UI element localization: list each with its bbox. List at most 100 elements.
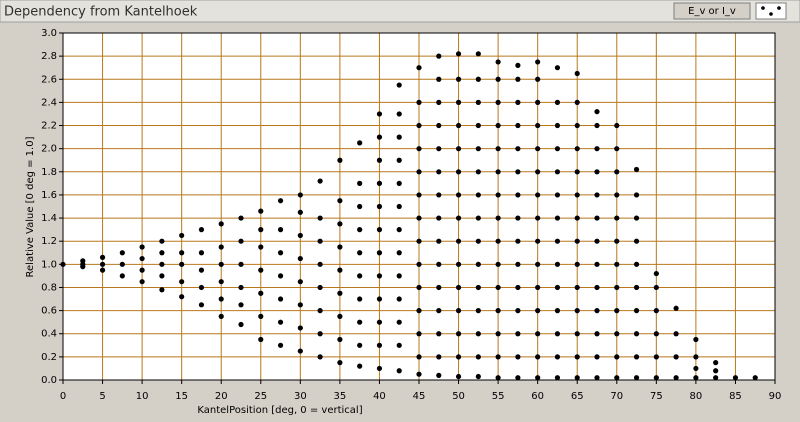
point bbox=[653, 270, 659, 277]
point bbox=[614, 215, 620, 221]
point bbox=[238, 261, 244, 267]
point bbox=[455, 192, 462, 198]
point bbox=[554, 146, 561, 152]
point bbox=[554, 99, 561, 105]
point bbox=[554, 169, 561, 175]
point bbox=[218, 261, 224, 267]
point bbox=[416, 122, 422, 129]
point bbox=[455, 354, 462, 360]
x-tick-label: 25 bbox=[254, 391, 267, 402]
point bbox=[693, 375, 699, 381]
point bbox=[337, 290, 343, 296]
point bbox=[297, 209, 303, 215]
x-tick-label: 5 bbox=[99, 391, 105, 402]
point bbox=[515, 99, 521, 105]
point bbox=[218, 221, 224, 227]
point bbox=[396, 368, 402, 374]
point bbox=[594, 169, 600, 175]
y-axis-title: Relative Value [0 deg = 1.0] bbox=[25, 136, 36, 277]
x-tick-label: 55 bbox=[492, 391, 505, 402]
x-tick-label: 20 bbox=[215, 391, 228, 402]
y-tick-label: 1.2 bbox=[41, 236, 57, 247]
point bbox=[475, 354, 481, 360]
point bbox=[179, 294, 185, 300]
point bbox=[357, 363, 363, 369]
point bbox=[594, 331, 600, 337]
point bbox=[574, 331, 580, 337]
point bbox=[357, 227, 363, 233]
point bbox=[139, 244, 145, 250]
point bbox=[436, 238, 442, 244]
point bbox=[317, 308, 323, 314]
point bbox=[277, 296, 284, 302]
point bbox=[258, 227, 264, 233]
point bbox=[633, 215, 640, 221]
point bbox=[416, 215, 422, 221]
point bbox=[357, 319, 363, 325]
y-tick-label: 2.6 bbox=[41, 74, 57, 85]
point bbox=[614, 375, 620, 381]
point bbox=[238, 302, 244, 308]
point bbox=[317, 261, 323, 267]
y-tick-label: 2.2 bbox=[41, 121, 57, 132]
point bbox=[614, 122, 620, 129]
point bbox=[357, 180, 363, 186]
point bbox=[495, 261, 501, 267]
point bbox=[535, 146, 541, 152]
x-tick-label: 40 bbox=[373, 391, 386, 402]
point bbox=[357, 342, 363, 348]
point bbox=[554, 238, 561, 244]
point bbox=[495, 122, 501, 129]
point bbox=[455, 261, 462, 267]
point bbox=[594, 122, 600, 129]
point bbox=[594, 354, 600, 360]
point bbox=[713, 375, 719, 381]
point bbox=[337, 221, 343, 227]
point bbox=[357, 250, 363, 256]
point bbox=[633, 308, 640, 314]
point bbox=[495, 308, 501, 314]
point bbox=[515, 308, 521, 314]
point bbox=[317, 331, 323, 337]
point bbox=[594, 284, 600, 291]
header-bar bbox=[0, 0, 800, 23]
point bbox=[535, 261, 541, 267]
point bbox=[614, 169, 620, 175]
point bbox=[376, 203, 383, 210]
points bbox=[60, 51, 758, 381]
point bbox=[535, 284, 541, 291]
point bbox=[713, 360, 719, 366]
point bbox=[396, 319, 402, 325]
y-tick-label: 0.2 bbox=[41, 352, 57, 363]
point bbox=[376, 319, 383, 325]
point bbox=[614, 261, 620, 267]
point bbox=[396, 134, 402, 140]
point bbox=[515, 238, 521, 244]
x-axis-title: KantelPosition [deg, 0 = vertical] bbox=[197, 405, 362, 416]
point bbox=[495, 76, 501, 82]
point bbox=[475, 308, 481, 314]
y-tick-label: 1.0 bbox=[41, 259, 57, 270]
point bbox=[475, 51, 481, 57]
point bbox=[436, 53, 442, 59]
y-tick-label: 3.0 bbox=[41, 28, 57, 39]
point bbox=[139, 255, 145, 262]
point bbox=[416, 238, 422, 244]
point bbox=[258, 313, 264, 319]
point bbox=[396, 273, 402, 279]
point bbox=[554, 308, 561, 314]
point bbox=[495, 238, 501, 244]
point bbox=[159, 261, 165, 267]
point bbox=[495, 284, 501, 291]
point bbox=[297, 302, 303, 308]
point bbox=[297, 279, 303, 285]
point bbox=[297, 232, 303, 239]
x-tick-label: 30 bbox=[294, 391, 307, 402]
point bbox=[317, 354, 323, 360]
point bbox=[614, 308, 620, 314]
point bbox=[80, 258, 86, 264]
point bbox=[574, 375, 580, 381]
point bbox=[535, 308, 541, 314]
legend-label: E_v or I_v bbox=[688, 6, 736, 17]
point bbox=[159, 250, 165, 256]
